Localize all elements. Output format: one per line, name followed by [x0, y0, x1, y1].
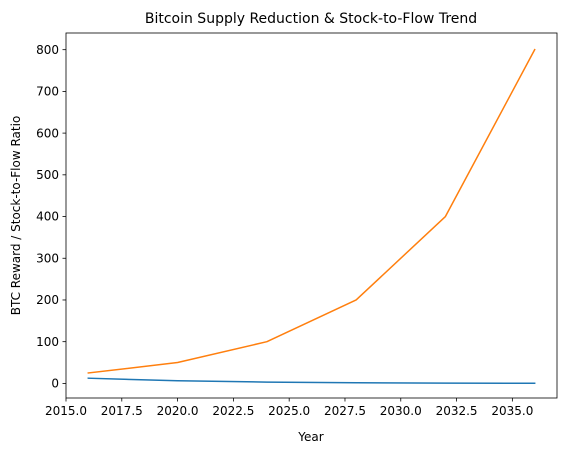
y-tick-label: 200	[36, 293, 59, 307]
x-tick-label: 2035.0	[491, 404, 533, 418]
x-tick-label: 2020.0	[157, 404, 199, 418]
x-tick-label: 2022.5	[212, 404, 254, 418]
y-tick-label: 100	[36, 335, 59, 349]
x-tick-label: 2015.0	[45, 404, 87, 418]
chart-title: Bitcoin Supply Reduction & Stock-to-Flow…	[145, 11, 477, 27]
x-tick-label: 2017.5	[101, 404, 143, 418]
y-axis-label: BTC Reward / Stock-to-Flow Ratio	[9, 116, 23, 316]
series-line-1	[87, 48, 536, 374]
x-axis: 2015.0 2017.5 2020.0 2022.5 2025.0 2027.5 2030…	[45, 398, 533, 418]
y-tick-label: 400	[36, 210, 59, 224]
y-tick-label: 800	[36, 43, 59, 57]
x-axis-label: Year	[297, 430, 323, 444]
x-tick-label: 2030.0	[380, 404, 422, 418]
x-tick-label: 2025.0	[268, 404, 310, 418]
y-tick-label: 300	[36, 251, 59, 265]
plot-frame	[65, 32, 558, 399]
series-line-0	[87, 377, 536, 384]
x-tick-label: 2027.5	[324, 404, 366, 418]
x-tick-label: 2032.5	[436, 404, 478, 418]
y-tick-label: 600	[36, 126, 59, 140]
series-layer	[87, 48, 536, 384]
y-axis: 0 100 200 300 400 500 600 700 800	[36, 43, 66, 391]
y-tick-label: 700	[36, 85, 59, 99]
y-tick-label: 500	[36, 168, 59, 182]
y-tick-label: 0	[51, 377, 59, 391]
